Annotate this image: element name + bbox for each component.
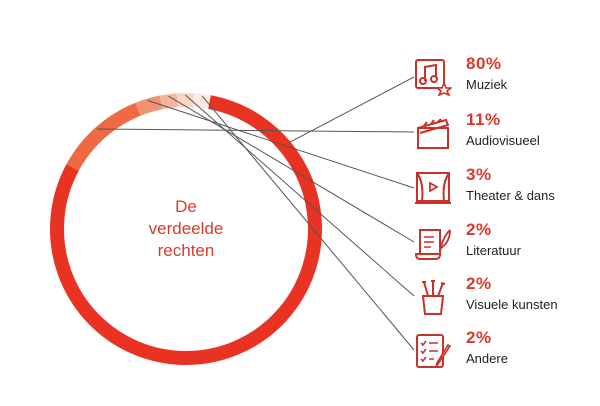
- legend-percent: 11%: [466, 110, 501, 129]
- legend-label: Theater & dans: [466, 188, 555, 203]
- clapperboard-icon: [417, 118, 450, 149]
- music-note-icon: [415, 59, 452, 96]
- chart-title-line-3: rechten: [157, 241, 215, 260]
- legend-label: Audiovisueel: [466, 133, 540, 148]
- theater-stage-icon: [415, 172, 451, 204]
- chart-title-line-2: verdeelde: [148, 219, 224, 238]
- leader-line: [184, 94, 415, 297]
- chart-title: De verdeelde rechten: [116, 196, 256, 262]
- legend-label: Muziek: [466, 77, 508, 92]
- legend-item-muziek: 80% Muziek: [414, 54, 600, 98]
- donut-slices: [50, 93, 322, 365]
- leader-line: [96, 128, 415, 133]
- legend-label: Visuele kunsten: [466, 297, 558, 312]
- leader-line: [168, 95, 415, 243]
- legend-item-visuele-kunsten: 2% Visuele kunsten: [414, 274, 600, 318]
- donut-slice-theater-dans: [135, 95, 163, 116]
- chart-title-line-1: De: [175, 197, 197, 216]
- leader-line: [147, 100, 415, 189]
- leader-lines: [96, 76, 415, 351]
- donut-slice-muziek: [50, 95, 322, 365]
- legend-percent: 2%: [466, 220, 492, 239]
- donut-slice-literatuur: [159, 93, 178, 110]
- legend-item-theater-dans: 3% Theater & dans: [414, 165, 600, 209]
- leader-line: [201, 95, 415, 351]
- leader-line: [288, 76, 415, 144]
- legend-label: Andere: [466, 351, 508, 366]
- brush-pot-icon: [421, 280, 446, 315]
- donut-slice-andere: [192, 93, 211, 110]
- legend-percent: 3%: [466, 165, 492, 184]
- scroll-quill-icon: [414, 229, 451, 260]
- legend-percent: 80%: [466, 54, 502, 73]
- legend-item-literatuur: 2% Literatuur: [414, 220, 600, 264]
- legend-item-audiovisueel: 11% Audiovisueel: [414, 110, 600, 154]
- legend-percent: 2%: [466, 274, 492, 293]
- legend-label: Literatuur: [466, 243, 521, 258]
- legend-item-andere: 2% Andere: [414, 328, 600, 372]
- checklist-pen-icon: [416, 334, 452, 368]
- legend-percent: 2%: [466, 328, 492, 347]
- donut-slice-audiovisueel: [66, 102, 141, 171]
